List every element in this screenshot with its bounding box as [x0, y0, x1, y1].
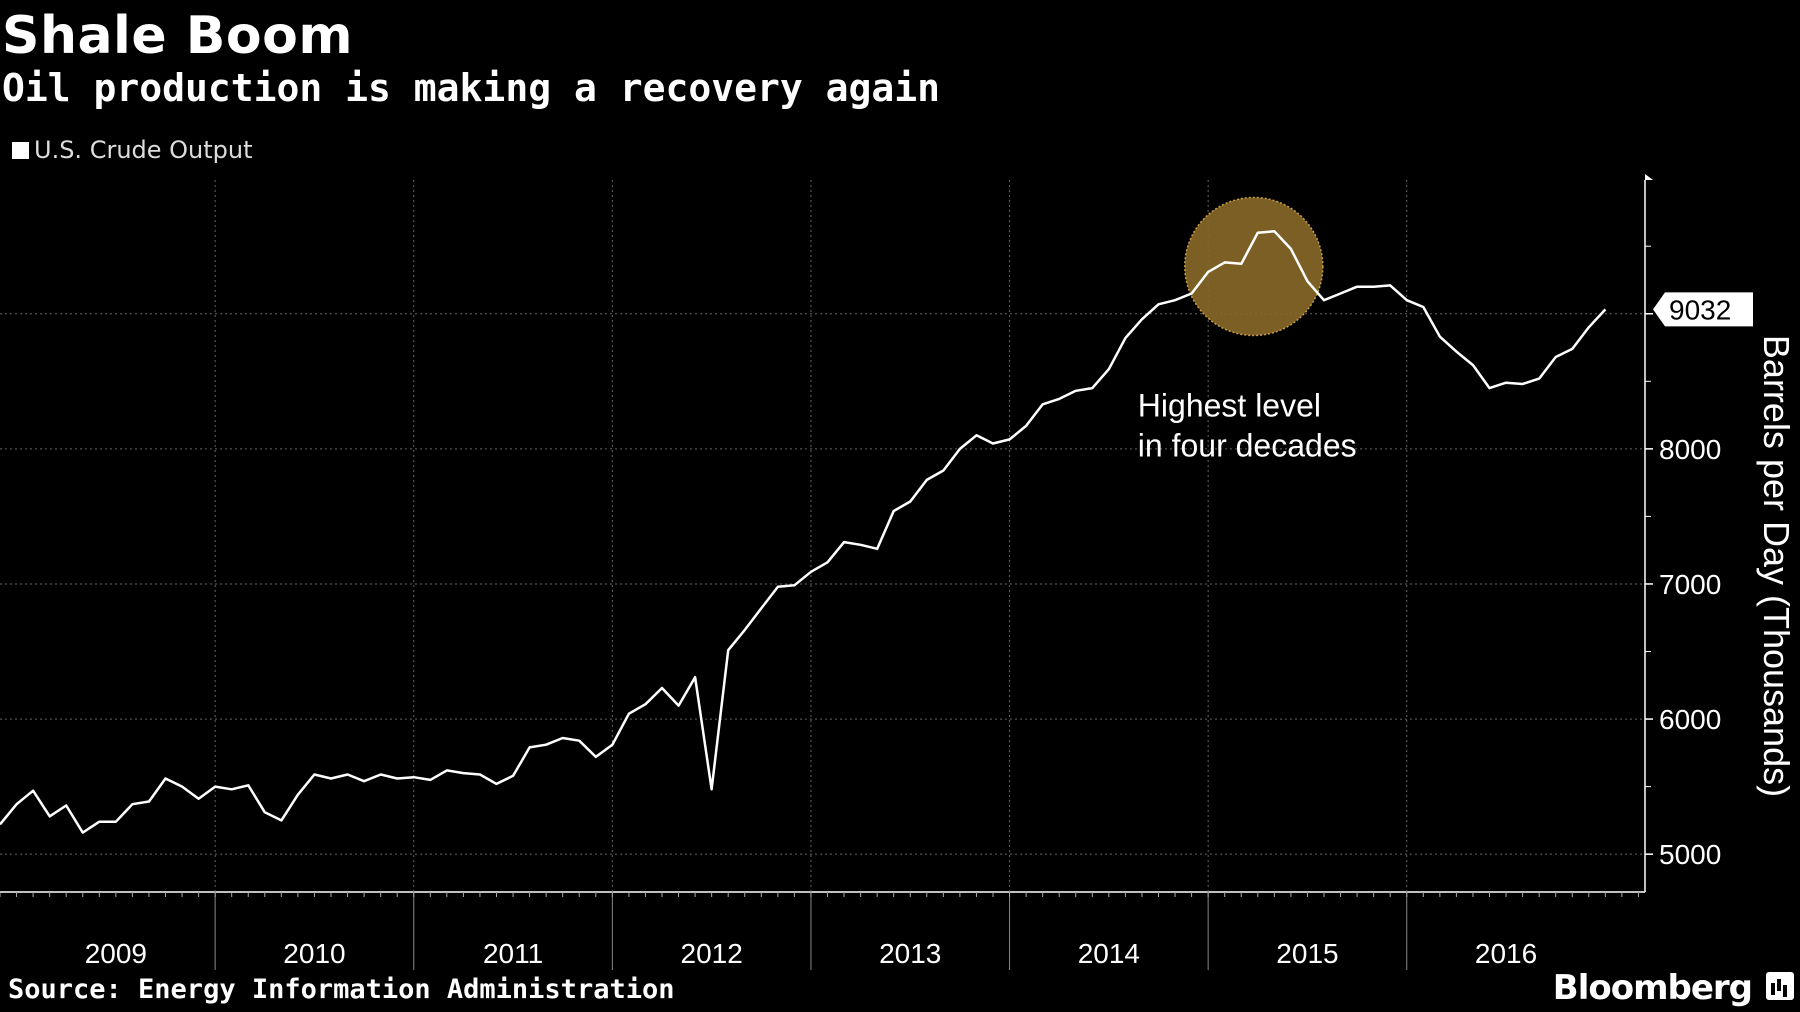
annotation-text: in four decades [1138, 427, 1357, 463]
chart-subtitle: Oil production is making a recovery agai… [2, 66, 940, 110]
legend-label: U.S. Crude Output [34, 136, 253, 164]
y-axis-title: Barrels per Day (Thousands) [1756, 335, 1797, 797]
legend-swatch [12, 141, 29, 159]
highlight-circle [1184, 196, 1324, 337]
series-line-us-crude-output [0, 230, 1607, 834]
annotation-text: Highest level [1138, 387, 1321, 423]
chart-title: Shale Boom [2, 6, 354, 66]
source-note: Source: Energy Information Administratio… [8, 974, 675, 1005]
last-value-callout [1653, 292, 1753, 327]
y-axis-arrow [1645, 174, 1653, 180]
x-tick-label: 2013 [879, 938, 941, 969]
brand-logo: Bloomberg [1552, 968, 1753, 1008]
x-tick-label: 2010 [283, 938, 345, 969]
y-tick-label: 6000 [1659, 704, 1721, 735]
y-tick-label: 5000 [1659, 839, 1721, 870]
legend: U.S. Crude Output [12, 136, 253, 164]
last-value-label: 9032 [1669, 294, 1731, 325]
x-tick-label: 2009 [85, 938, 147, 969]
x-tick-label: 2011 [483, 938, 543, 969]
x-tick-label: 2015 [1276, 938, 1338, 969]
x-tick-label: 2014 [1078, 938, 1140, 969]
bloomberg-chart-icon [1766, 972, 1794, 1000]
x-tick-label: 2016 [1475, 938, 1537, 969]
y-tick-label: 8000 [1659, 434, 1721, 465]
y-tick-label: 7000 [1659, 569, 1721, 600]
x-tick-label: 2012 [681, 938, 743, 969]
